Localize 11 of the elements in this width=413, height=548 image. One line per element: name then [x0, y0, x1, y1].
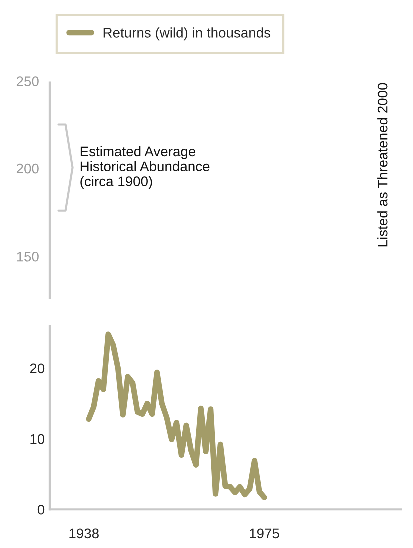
x-tick-label: 1975 [250, 528, 280, 539]
text: 250 [16, 76, 39, 86]
text: 150 [17, 252, 39, 262]
text: Estimated Average Historical Abundance (circa 1900) [80, 146, 210, 190]
text: 200 [16, 164, 39, 174]
text: Listed as Threatened 2000 [378, 83, 388, 247]
y-tick-label: 20 [30, 364, 45, 374]
legend-label: Returns (wild) in thousands [104, 28, 271, 41]
y-tick-label: 0 [38, 504, 45, 515]
x-tick-label: 1938 [70, 528, 99, 539]
y-tick-label: 10 [30, 434, 45, 444]
